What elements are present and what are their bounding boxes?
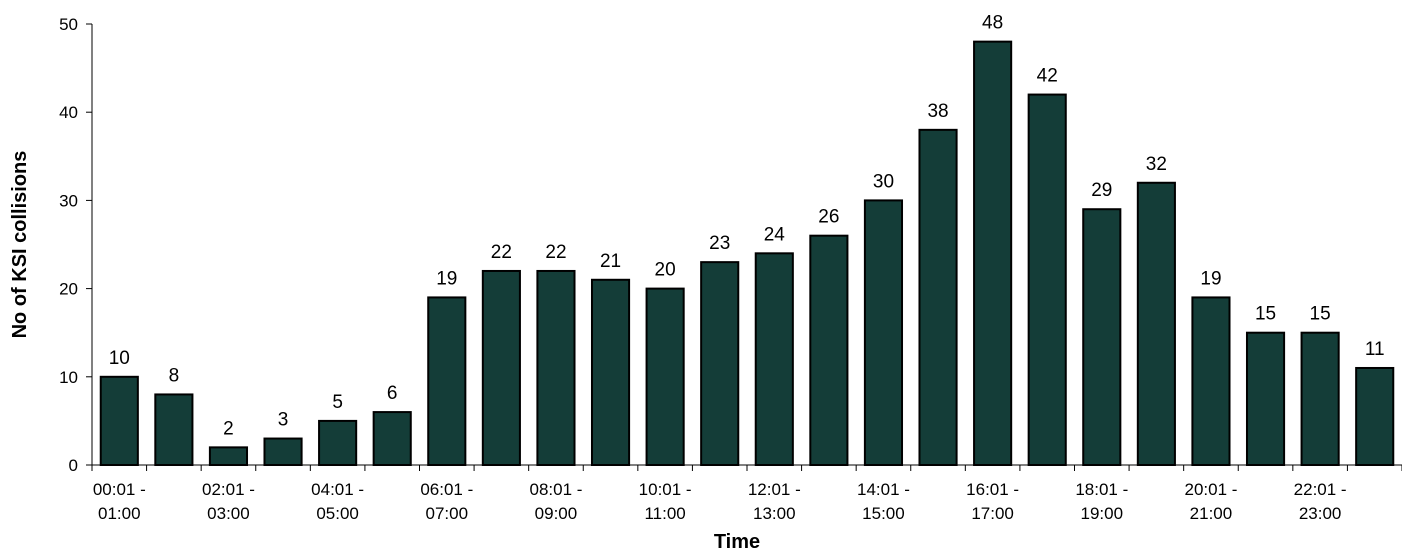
data-label: 19	[1200, 268, 1221, 289]
data-label: 15	[1255, 304, 1276, 325]
x-tick-label: 16:01 -17:00	[966, 480, 1019, 523]
bar	[863, 199, 904, 466]
y-tick-label: 30	[59, 191, 78, 210]
data-label: 3	[278, 410, 289, 431]
y-tick-label: 0	[69, 456, 78, 475]
bar	[1136, 181, 1176, 466]
bar	[645, 287, 685, 466]
bar	[1082, 208, 1122, 466]
bar	[263, 437, 303, 467]
y-tick-label: 50	[59, 15, 78, 34]
data-label: 20	[655, 260, 676, 281]
bar	[700, 261, 740, 467]
bar	[1245, 331, 1286, 467]
bar	[809, 234, 849, 466]
bar	[427, 296, 467, 467]
data-label: 26	[818, 207, 839, 228]
data-label: 38	[927, 101, 948, 122]
bars	[99, 40, 1395, 467]
data-label: 6	[387, 383, 398, 404]
x-tick-label: 08:01 -09:00	[529, 480, 582, 523]
data-label: 22	[545, 242, 566, 263]
data-label: 21	[600, 251, 621, 272]
y-tick-label: 40	[59, 103, 78, 122]
x-tick-label: 04:01 -05:00	[311, 480, 364, 523]
x-tick-label: 02:01 -03:00	[202, 480, 255, 523]
y-tick-label: 10	[59, 368, 78, 387]
bar	[318, 419, 358, 466]
x-tick-label: 06:01 -07:00	[420, 480, 473, 523]
x-tick-label: 18:01 -19:00	[1075, 480, 1128, 523]
bar	[208, 446, 249, 466]
x-axis-ticks: 00:01 -01:00 02:01 -03:00 04:01 -05:00 06:0…	[91, 465, 1402, 523]
data-label: 15	[1310, 304, 1331, 325]
x-tick-label: 14:01 -15:00	[857, 480, 910, 523]
x-tick-label: 22:01 -23:00	[1294, 480, 1347, 523]
data-label: 19	[436, 268, 457, 289]
x-tick-label: 00:01 -01:00	[93, 480, 146, 523]
x-tick-label: 12:01 -13:00	[748, 480, 801, 523]
data-label: 30	[873, 171, 894, 192]
bar	[1300, 331, 1340, 467]
data-label: 11	[1365, 339, 1385, 360]
bar	[99, 375, 139, 466]
data-label: 8	[169, 365, 180, 386]
data-label: 32	[1146, 154, 1167, 175]
data-label: 29	[1091, 180, 1112, 201]
bar	[754, 252, 794, 466]
bar	[1355, 366, 1395, 467]
x-tick-label: 10:01 -11:00	[639, 480, 692, 523]
data-label: 42	[1037, 66, 1058, 87]
x-tick-label: 20:01 -21:00	[1184, 480, 1237, 523]
bar	[918, 128, 958, 466]
bar	[1027, 93, 1067, 466]
y-axis-title: No of KSI collisions	[9, 151, 31, 339]
data-label: 2	[223, 418, 234, 439]
data-label: 5	[332, 392, 343, 413]
data-label: 23	[709, 233, 730, 254]
y-tick-label: 20	[59, 280, 78, 299]
bar	[154, 393, 194, 466]
bar	[1191, 296, 1231, 467]
y-axis-ticks: 0 10 20 30 40 50	[59, 15, 92, 475]
bar	[481, 269, 521, 466]
bar	[590, 278, 631, 466]
data-label: 10	[109, 348, 130, 369]
data-label: 22	[491, 242, 512, 263]
x-axis-title: Time	[714, 531, 760, 553]
bar	[372, 411, 412, 466]
data-label: 24	[764, 224, 786, 245]
bar	[536, 269, 576, 466]
bar	[973, 40, 1013, 466]
data-label: 48	[982, 13, 1003, 34]
